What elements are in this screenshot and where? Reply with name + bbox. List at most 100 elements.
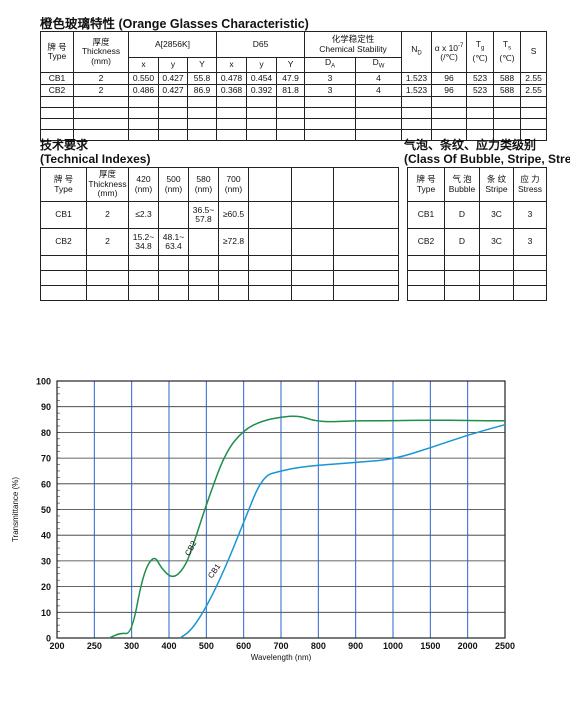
tech-title: 技术要求 (Technical Indexes) (40, 138, 151, 166)
empty-cell (333, 228, 399, 256)
empty-cell (333, 201, 399, 229)
empty-row (40, 270, 399, 286)
empty-cell (246, 118, 278, 131)
x-tick-label: 1000 (383, 641, 403, 651)
cell-stripe: 3C (479, 201, 514, 229)
col-700-header: 700 (nm) (218, 167, 249, 202)
empty-cell (520, 118, 548, 131)
cell-bubble: D (444, 228, 480, 256)
technical-table: 牌 号 Type 厚度 Thickness (mm) 420 (nm) 500 (nm) … (40, 167, 399, 301)
cell-a-x: 0.550 (128, 72, 159, 86)
empty-cell (158, 118, 188, 131)
col-stress-header: 应 力 Stress (513, 167, 547, 202)
empty-cell (216, 107, 248, 120)
y-tick-label: 40 (41, 531, 51, 541)
cell-a-y: 0.427 (158, 84, 188, 98)
empty-cell (86, 255, 129, 271)
empty-cell (431, 107, 468, 120)
empty-cell (186, 107, 218, 120)
cell-s: 2.55 (520, 72, 548, 86)
empty-cell (493, 118, 522, 131)
empty-cell (188, 255, 219, 271)
x-tick-label: 2500 (495, 641, 515, 651)
empty-cell (40, 107, 74, 120)
empty-cell (128, 107, 159, 120)
cell-d65-y: 0.454 (246, 72, 278, 86)
empty-cell (355, 118, 403, 131)
cell-t420: 15.2~ 34.8 (128, 228, 159, 256)
empty-cell (216, 129, 248, 142)
col-nd-header: ND (401, 30, 433, 74)
empty-cell (40, 118, 74, 131)
sub-header-dw: DW (355, 56, 403, 74)
empty-cell (218, 255, 249, 271)
empty-cell (73, 118, 129, 131)
x-tick-label: 800 (311, 641, 326, 651)
table-row: CB2 2 0.486 0.427 86.9 0.368 0.392 81.8 3 4 1.523 9… (40, 84, 548, 98)
empty-cell (291, 285, 334, 301)
empty-row (40, 118, 548, 131)
empty-row (40, 129, 548, 142)
empty-cell (248, 255, 292, 271)
x-tick-label: 2000 (458, 641, 478, 651)
y-tick-label: 0 (46, 634, 51, 644)
cell-type: CB1 (407, 201, 445, 229)
col-ts-header: Ts (℃) (493, 30, 522, 74)
x-tick-label: 400 (161, 641, 176, 651)
empty-cell (444, 270, 480, 286)
empty-cell (333, 285, 399, 301)
bubble-table: 牌 号 Type 气 泡 Bubble 条 纹 Stripe 应 力 Stress CB… (407, 167, 547, 301)
cell-d65-x: 0.478 (216, 72, 248, 86)
empty-cell (520, 107, 548, 120)
cell-thickness: 2 (73, 84, 129, 98)
cell-d65-Y: 81.8 (276, 84, 306, 98)
cell-type: CB2 (40, 84, 74, 98)
empty-cell (291, 228, 334, 256)
empty-row (40, 96, 548, 109)
col-type-header: 牌 号 Type (40, 30, 74, 74)
empty-cell (128, 255, 159, 271)
col-thickness-header: 厚度 Thickness (mm) (73, 30, 129, 74)
cell-type: CB1 (40, 72, 74, 86)
empty-cell (40, 285, 87, 301)
empty-cell (248, 228, 292, 256)
col-stripe-header: 条 纹 Stripe (479, 167, 514, 202)
empty-cell (407, 270, 445, 286)
empty-cell (186, 118, 218, 131)
cell-ts: 588 (493, 72, 522, 86)
empty-cell (520, 129, 548, 142)
empty-cell (158, 107, 188, 120)
cell-d65-y: 0.392 (246, 84, 278, 98)
empty-cell (40, 96, 74, 109)
cell-type: CB2 (40, 228, 87, 256)
table-row: CB2 2 15.2~ 34.8 48.1~ 63.4 ≥72.8 (40, 228, 399, 256)
y-tick-label: 10 (41, 608, 51, 618)
x-tick-label: 1500 (420, 641, 440, 651)
col-580-header: 580 (nm) (188, 167, 219, 202)
empty-cell (218, 285, 249, 301)
cell-stripe: 3C (479, 228, 514, 256)
empty-cell (158, 129, 188, 142)
sub-header-x: x (128, 56, 159, 74)
cell-dw: 4 (355, 84, 403, 98)
cell-t700: ≥60.5 (218, 201, 249, 229)
empty-cell (444, 285, 480, 301)
col-thickness-header: 厚度 Thickness (mm) (86, 167, 129, 202)
empty-cell (304, 129, 357, 142)
empty-cell (466, 118, 495, 131)
empty-cell (291, 201, 334, 229)
empty-cell (407, 285, 445, 301)
empty-cell (246, 96, 278, 109)
empty-cell (333, 167, 399, 202)
empty-cell (513, 285, 547, 301)
empty-cell (304, 107, 357, 120)
page-title: 橙色玻璃特性 (Orange Glasses Characteristic) (40, 17, 309, 31)
y-tick-label: 20 (41, 582, 51, 592)
table-row: CB1 2 0.550 0.427 55.8 0.478 0.454 47.9 3 4 1.523 9… (40, 72, 548, 86)
cell-type: CB2 (407, 228, 445, 256)
empty-cell (513, 270, 547, 286)
empty-cell (401, 107, 433, 120)
empty-cell (276, 96, 306, 109)
empty-cell (128, 285, 159, 301)
empty-cell (291, 270, 334, 286)
